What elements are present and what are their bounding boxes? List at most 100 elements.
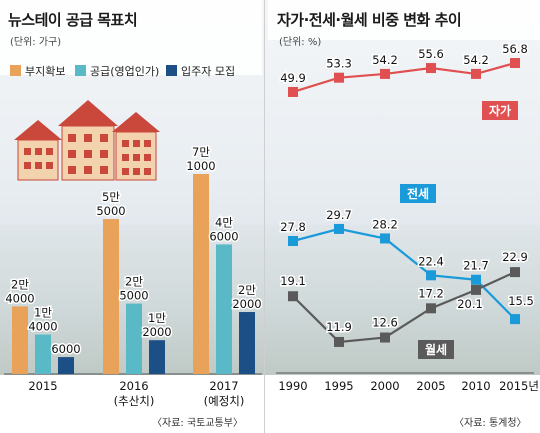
houses-illustration — [14, 100, 160, 181]
data-value-label: 27.8 — [280, 220, 306, 234]
bar — [193, 174, 209, 374]
series-name-tag — [482, 101, 518, 120]
series-name-label: 전세 — [407, 186, 429, 201]
bar-value-label: 5000 — [119, 289, 148, 303]
data-point — [426, 303, 436, 314]
bar-value-label: 2만 — [125, 275, 143, 289]
x-tick-sublabel: (추산치) — [114, 394, 155, 408]
bar — [58, 357, 74, 374]
data-value-label: 17.2 — [418, 286, 444, 300]
bar — [35, 334, 51, 374]
x-tick-sublabel: (예정치) — [204, 394, 245, 408]
left-chart-source: 〈자료: 국토교통부〉 — [152, 418, 243, 429]
data-point — [288, 291, 298, 302]
data-value-label: 29.7 — [326, 208, 352, 222]
white-panel-right — [268, 0, 540, 40]
left-chart-unit: (단위: 가구) — [10, 37, 62, 48]
data-point — [334, 223, 344, 234]
data-point — [471, 284, 481, 295]
x-tick-label: 2017 — [209, 379, 238, 393]
data-value-label: 20.1 — [457, 297, 483, 311]
data-point — [288, 86, 298, 97]
bar-value-label: 2000 — [232, 297, 261, 311]
bar — [149, 340, 165, 374]
data-point — [288, 236, 298, 246]
data-point — [426, 270, 436, 281]
data-value-label: 54.2 — [372, 53, 398, 67]
series-line — [292, 271, 516, 344]
data-value-label: 56.8 — [502, 42, 528, 56]
x-tick-label: 2015년 — [499, 379, 539, 393]
bar-value-label: 1000 — [186, 159, 215, 173]
data-point — [334, 336, 344, 347]
x-tick-label: 2010 — [461, 379, 490, 393]
series-name-label: 자가 — [489, 103, 511, 118]
x-tick-label: 2005 — [416, 379, 445, 393]
right-chart-title: 자가·전세·월세 비중 변화 추이 — [277, 11, 462, 29]
data-value-label: 19.1 — [280, 274, 306, 288]
house-icon — [14, 120, 62, 181]
series-name-tag — [418, 340, 454, 359]
right-chart-unit: (단위: %) — [279, 37, 322, 48]
bar — [126, 303, 142, 374]
bar-value-label: 1만 — [34, 306, 52, 320]
x-tick-label: 2000 — [370, 379, 399, 393]
x-tick-label: 1995 — [324, 379, 353, 393]
data-value-label: 28.2 — [372, 217, 398, 231]
x-tick-label: 2016 — [119, 379, 148, 393]
data-value-label: 22.9 — [502, 250, 528, 264]
bar-value-label: 4만 — [215, 215, 233, 229]
data-value-label: 11.9 — [326, 320, 352, 334]
bar-value-label: 4000 — [28, 320, 57, 334]
legend-label: 공급(영업인가) — [90, 65, 159, 78]
bar-value-label: 7만 — [192, 145, 210, 159]
legend-swatch — [166, 65, 177, 76]
data-point — [426, 63, 436, 74]
data-value-label: 21.7 — [463, 259, 489, 273]
data-value-label: 22.4 — [418, 254, 444, 268]
left-chart-title: 뉴스테이 공급 목표치 — [8, 11, 138, 29]
bar — [239, 312, 255, 374]
data-point — [510, 267, 520, 278]
legend-swatch — [10, 65, 21, 76]
data-value-label: 12.6 — [372, 316, 398, 330]
white-panel-left — [0, 0, 262, 75]
data-point — [380, 332, 390, 343]
bar-value-label: 5만 — [102, 190, 120, 204]
bar-value-label: 2만 — [238, 283, 256, 297]
series-name-tag — [400, 184, 436, 203]
right-chart-source: 〈자료: 통계청〉 — [454, 418, 527, 429]
x-tick-label: 2015 — [28, 379, 57, 393]
bar-chart: 부지확보 공급(영업인가) 입주자 모집2만40001만4000600020155만… — [4, 65, 263, 408]
data-point — [471, 274, 481, 285]
series-line — [292, 61, 516, 94]
bar-value-label: 6000 — [51, 342, 80, 356]
data-value-label: 49.9 — [280, 71, 306, 85]
data-value-label: 15.5 — [508, 294, 534, 308]
bar — [12, 306, 28, 374]
data-point — [510, 58, 520, 68]
panel-divider — [264, 0, 265, 433]
series-name-label: 월세 — [425, 342, 447, 357]
bar — [216, 244, 232, 374]
bar-value-label: 5000 — [96, 204, 125, 218]
bar-value-label: 4000 — [5, 291, 34, 305]
legend-label: 입주자 모집 — [181, 65, 235, 78]
bottom-strip — [0, 375, 540, 433]
bar-value-label: 2000 — [142, 325, 171, 339]
data-value-label: 53.3 — [326, 57, 352, 71]
data-point — [380, 68, 390, 79]
bar-value-label: 2만 — [11, 277, 29, 291]
data-point — [471, 68, 481, 79]
bar-value-label: 6000 — [209, 229, 238, 243]
data-point — [510, 314, 520, 325]
bar — [103, 219, 119, 374]
data-point — [380, 233, 390, 244]
bar-value-label: 1만 — [148, 311, 166, 325]
data-point — [334, 72, 344, 83]
data-value-label: 55.6 — [418, 47, 444, 61]
house-icon — [112, 112, 160, 181]
legend-label: 부지확보 — [25, 65, 65, 78]
